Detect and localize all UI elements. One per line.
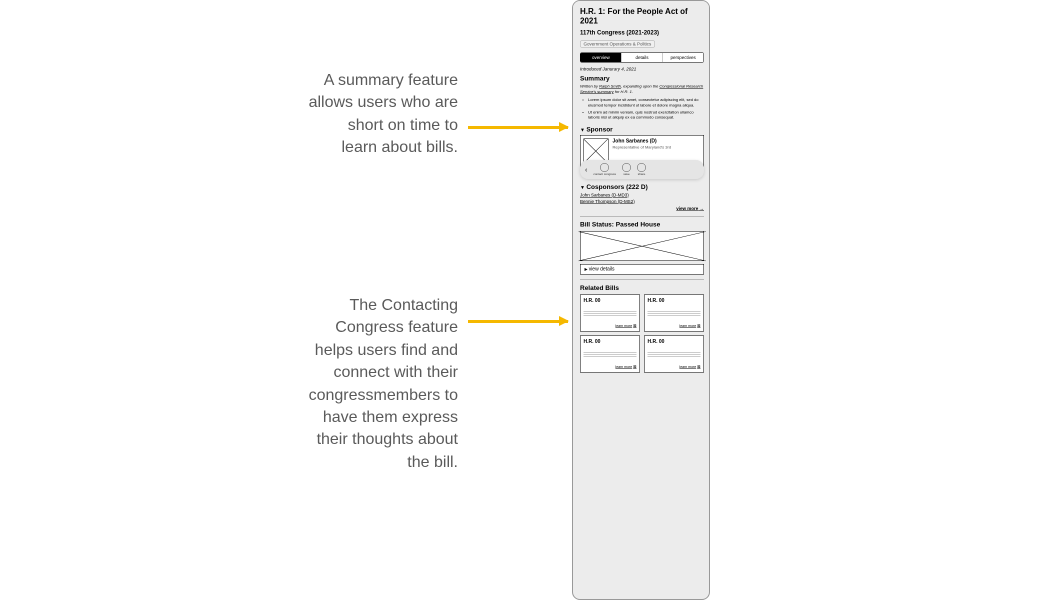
introduced-date: Introduced Janurary 4, 2021: [580, 67, 704, 72]
related-bill-card[interactable]: H.R. 00 learn more: [644, 335, 704, 372]
view-details-button[interactable]: view details: [580, 264, 704, 275]
status-diagram-placeholder: [580, 231, 704, 261]
learn-more-link[interactable]: learn more: [648, 364, 701, 369]
congress-label: 117th Congress (2021-2023): [580, 29, 704, 36]
annotation-contacting: The Contacting Congress feature helps us…: [308, 295, 458, 474]
tab-details[interactable]: details: [622, 53, 663, 62]
learn-more-link[interactable]: learn more: [648, 323, 701, 328]
learn-more-link[interactable]: learn more: [584, 364, 637, 369]
tab-overview[interactable]: overview: [581, 53, 622, 62]
circle-icon: [622, 163, 631, 172]
divider: [580, 216, 704, 217]
arrow-2: [468, 320, 568, 323]
related-bills-heading: Related Bills: [580, 284, 704, 292]
chevron-left-icon[interactable]: ‹: [585, 165, 587, 173]
bill-status-heading: Bill Status: Passed House: [580, 220, 704, 228]
cosponsors-heading[interactable]: Cosponsors (222 D): [580, 183, 704, 191]
learn-more-link[interactable]: learn more: [584, 323, 637, 328]
cosponsor-link[interactable]: John Sarbanes (D-MD3): [580, 192, 704, 197]
mobile-frame: H.R. 1: For the People Act of 2021 117th…: [572, 0, 710, 600]
annotation-summary: A summary feature allows users who are s…: [308, 70, 458, 160]
related-bill-card[interactable]: H.R. 00 learn more: [580, 335, 640, 372]
summary-byline: Written by Ralph Smith, expanding upon t…: [580, 84, 704, 94]
view-more-link[interactable]: view more: [580, 206, 704, 211]
related-bill-card[interactable]: H.R. 00 learn more: [644, 294, 704, 331]
topic-tag[interactable]: Government Operations & Politics: [580, 41, 655, 48]
summary-bullet: Lorem ipsum dolor sit amet, consectetur …: [588, 98, 704, 108]
summary-heading: Summary: [580, 75, 704, 83]
circle-icon: [600, 163, 609, 172]
divider: [580, 279, 704, 280]
contact-congress-button[interactable]: contact congress: [593, 163, 616, 176]
tab-bar: overview details perspectives: [580, 53, 704, 63]
sponsor-role: Representative of Maryland's 3rd: [613, 145, 672, 150]
save-button[interactable]: save: [622, 163, 631, 176]
sponsor-name: John Sarbanes (D): [613, 138, 672, 144]
summary-list: Lorem ipsum dolor sit amet, consectetur …: [580, 98, 704, 121]
circle-icon: [637, 163, 646, 172]
related-bill-card[interactable]: H.R. 00 learn more: [580, 294, 640, 331]
summary-bullet: Ut enim ad minim veniam, quis nostrud ex…: [588, 110, 704, 120]
share-button[interactable]: share: [637, 163, 646, 176]
related-bills-grid: H.R. 00 learn more H.R. 00 learn more H.…: [580, 294, 704, 372]
tab-perspectives[interactable]: perspectives: [663, 53, 704, 62]
author-link[interactable]: Ralph Smith: [599, 84, 621, 89]
arrow-1: [468, 126, 568, 129]
action-toolbar: ‹ contact congress save share: [580, 160, 704, 179]
sponsor-heading[interactable]: Sponsor: [580, 125, 704, 133]
cosponsor-link[interactable]: Bennie Thompson (D-MS2): [580, 199, 704, 204]
bill-title: H.R. 1: For the People Act of 2021: [580, 7, 704, 26]
